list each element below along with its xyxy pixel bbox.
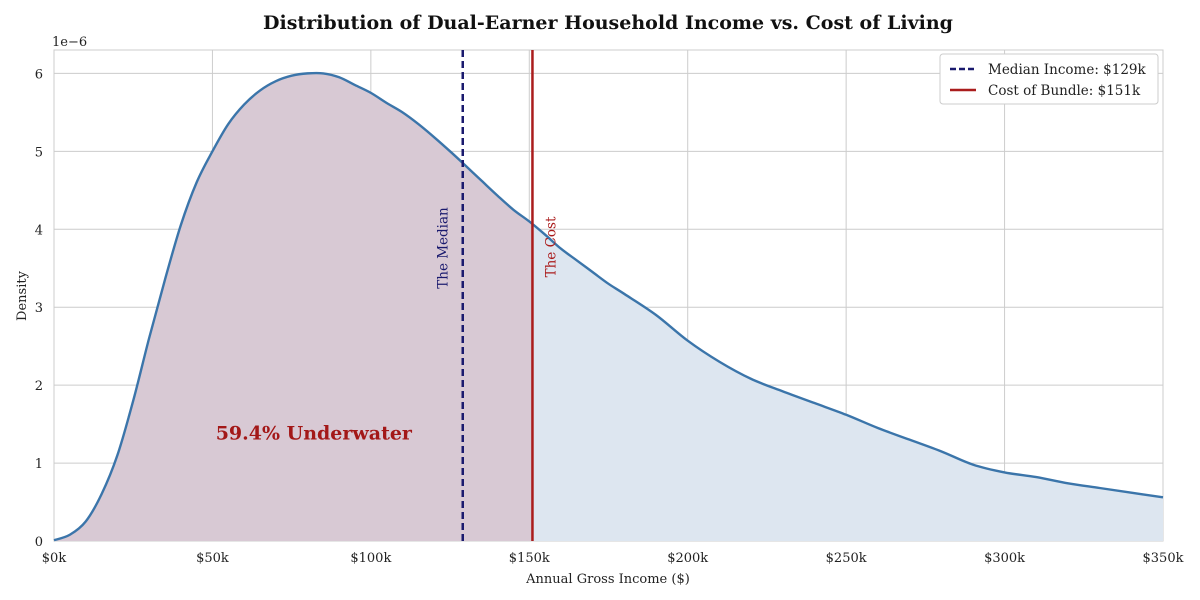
median-line-label: The Median (436, 207, 452, 289)
shaded-region (54, 73, 533, 541)
y-tick-label: 0 (35, 535, 43, 550)
x-tick-label: $250k (826, 551, 867, 566)
x-tick-label: $350k (1143, 551, 1184, 566)
x-tick-label: $200k (667, 551, 708, 566)
density-curve-group (53, 71, 1164, 542)
y-tick-label: 6 (35, 67, 43, 82)
shaded-region (532, 224, 1163, 542)
x-axis-ticks: $0k $50k $100k $150k $200k $250k $300k $350k (42, 551, 1184, 566)
reference-lines: The Median The Cost (436, 50, 559, 541)
legend-cost-label: Cost of Bundle: $151k (988, 83, 1141, 99)
chart-title: Distribution of Dual-Earner Household In… (263, 12, 953, 34)
shaded-regions (54, 73, 1163, 542)
x-axis-label: Annual Gross Income ($) (525, 572, 690, 587)
y-tick-label: 5 (35, 145, 43, 160)
x-tick-label: $150k (509, 551, 550, 566)
x-tick-label: $0k (42, 551, 67, 566)
y-tick-label: 4 (35, 223, 43, 238)
density-curve (53, 71, 1164, 542)
y-tick-label: 3 (35, 301, 43, 316)
x-tick-label: $100k (350, 551, 391, 566)
y-offset-label: 1e−6 (52, 35, 87, 50)
legend: Median Income: $129k Cost of Bundle: $15… (939, 53, 1159, 105)
x-tick-label: $50k (196, 551, 229, 566)
y-tick-label: 1 (35, 457, 43, 472)
underwater-annotation: 59.4% Underwater (216, 423, 413, 445)
y-tick-label: 2 (35, 379, 43, 394)
cost-line-label: The Cost (543, 216, 559, 277)
x-tick-label: $300k (984, 551, 1025, 566)
legend-median-label: Median Income: $129k (988, 62, 1147, 78)
y-axis-ticks: 0 1 2 3 4 5 6 (35, 67, 43, 550)
y-axis-label: Density (15, 270, 30, 321)
legend-box (939, 53, 1159, 105)
